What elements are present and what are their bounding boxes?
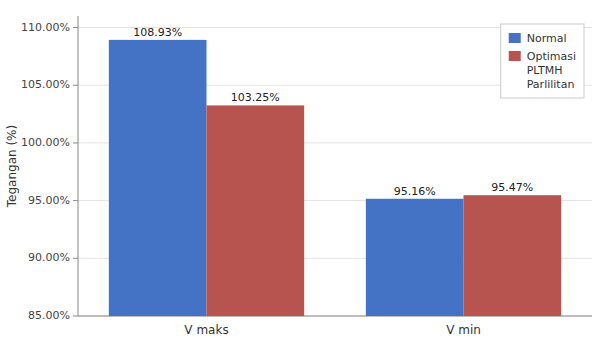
bar [464,195,562,316]
legend-label: Normal [527,32,567,45]
y-tick-label: 90.00% [28,251,70,264]
y-tick [73,27,78,28]
y-axis-line [78,16,79,316]
y-tick [73,142,78,143]
bar [366,199,464,316]
y-tick-label: 110.00% [21,21,70,34]
legend-label-line: PLTMH [527,64,563,77]
y-tick [73,316,78,317]
data-label: 95.16% [394,185,436,198]
legend-label: OptimasiPLTMHParlilitan [527,50,576,91]
bar [207,105,305,316]
legend-label-line: Optimasi [527,50,576,63]
chart: 85.00% 90.00% 95.00% 100.00% 105.00% 110.00% 1… [0,0,608,352]
data-label: 95.47% [491,181,533,194]
x-tick-label: V maks [184,323,228,337]
data-label: 108.93% [133,26,182,39]
legend-label-line: Normal [527,32,567,45]
y-tick [73,85,78,86]
bar [109,40,207,316]
y-tick-label: 85.00% [28,309,70,322]
x-tick-label: V min [446,323,481,337]
legend: Normal OptimasiPLTMHParlilitan [501,24,584,98]
y-axis-label: Tegangan (%) [5,125,19,208]
legend-swatch [509,51,521,61]
y-tick-label: 100.00% [21,136,70,149]
y-tick [73,258,78,259]
bars [109,40,561,316]
legend-label-line: Parlilitan [527,78,575,91]
y-tick-label: 95.00% [28,194,70,207]
y-tick-label: 105.00% [21,78,70,91]
legend-box [501,24,584,98]
y-tick [73,200,78,201]
data-labels: 108.93% 95.16% 103.25% 95.47% [133,26,533,198]
legend-swatch [509,33,521,43]
data-label: 103.25% [231,91,280,104]
